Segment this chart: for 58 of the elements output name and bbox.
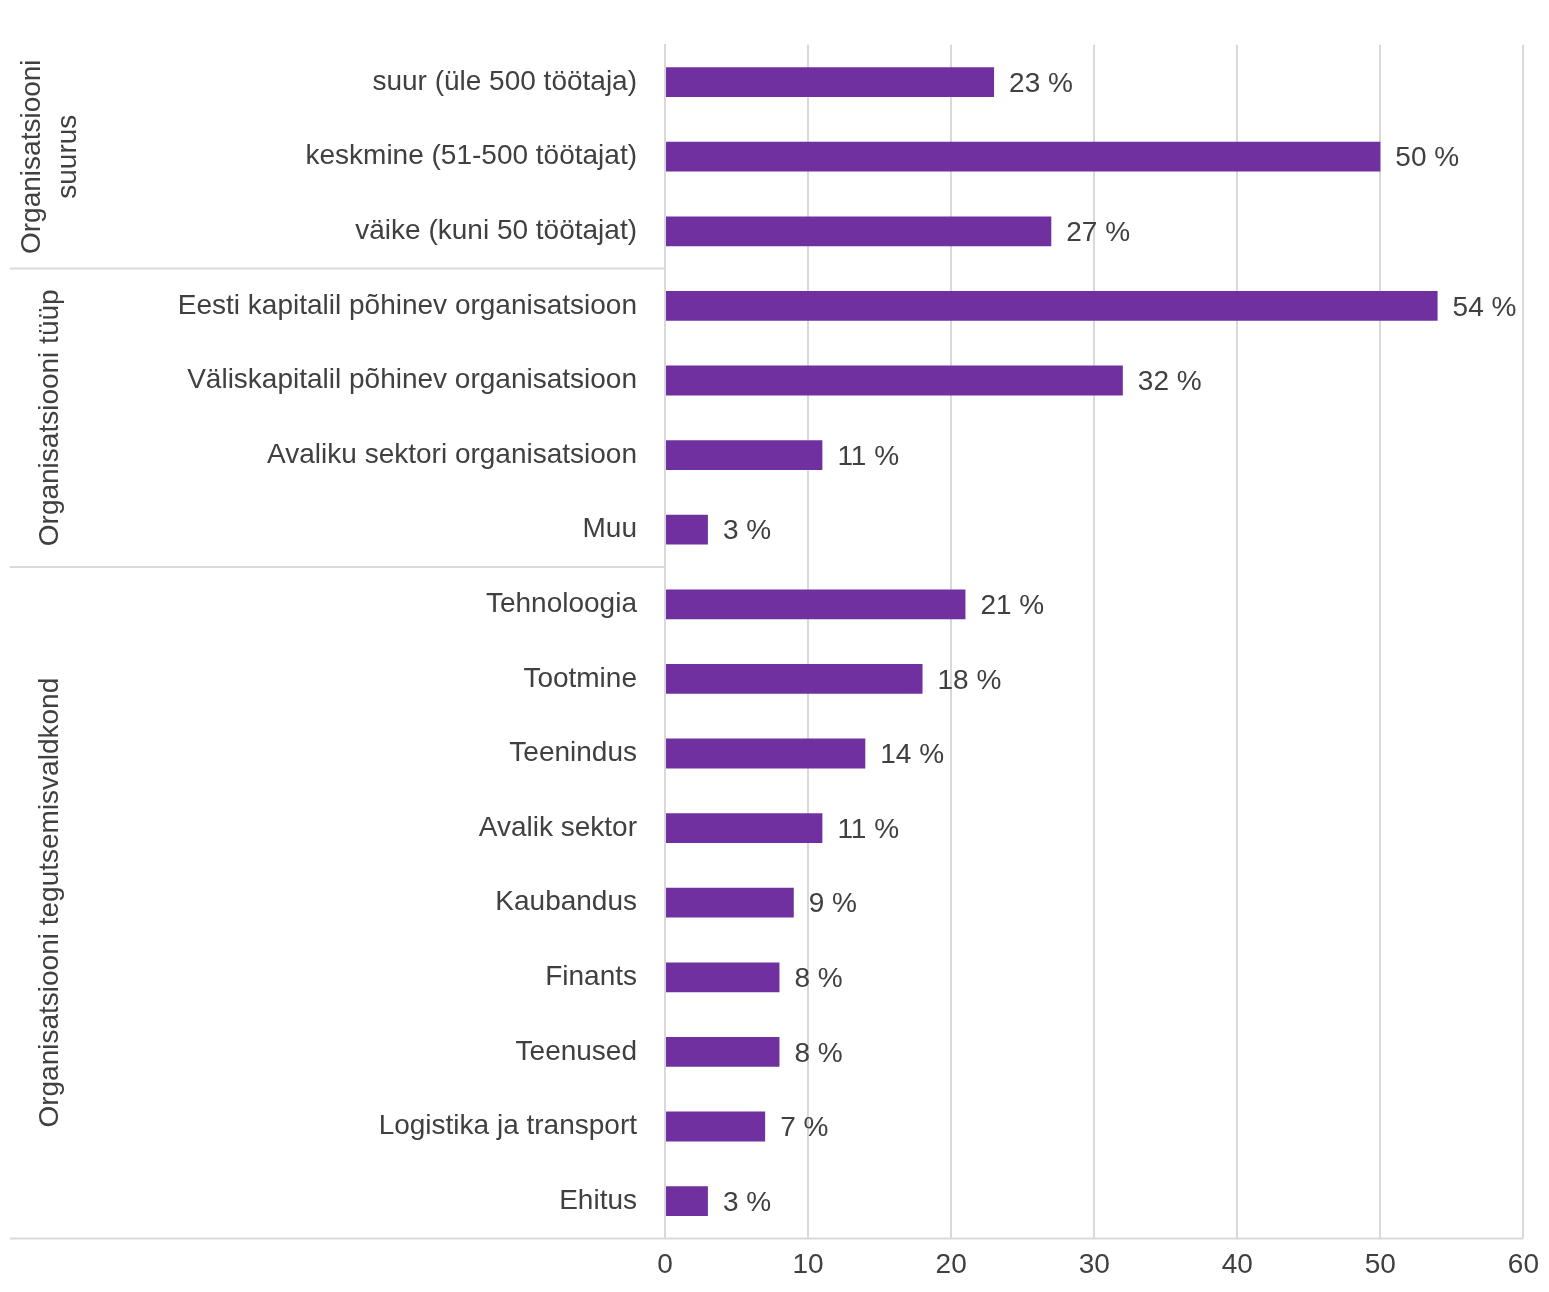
data-label: 11 % <box>837 812 900 844</box>
y-tick-label: Teenused <box>515 1034 637 1066</box>
data-label: 21 % <box>980 589 1045 621</box>
text: Organisatsiooni tüüp <box>32 289 64 547</box>
x-tick-label: 0 <box>657 1247 673 1279</box>
y-tick-label: Tehnoloogia <box>485 587 638 619</box>
y-tick-label: Eesti kapitalil põhinev organisatsioon <box>177 288 637 320</box>
bar <box>666 365 1123 396</box>
y-tick-label: Teenindus <box>509 736 637 768</box>
bar <box>666 1036 780 1067</box>
x-tick-label: 40 <box>1221 1247 1253 1279</box>
data-label: 50 % <box>1395 141 1460 173</box>
data-label: 8 % <box>794 1036 843 1068</box>
bar <box>666 887 794 918</box>
bar <box>666 738 866 769</box>
data-label: 11 % <box>837 439 900 471</box>
data-label: 32 % <box>1137 365 1202 397</box>
bar <box>666 440 823 471</box>
data-label: 3 % <box>722 1185 772 1217</box>
y-tick-label: Väliskapitalil põhinev organisatsioon <box>187 363 637 395</box>
data-label: 14 % <box>880 738 945 770</box>
bar <box>666 141 1381 172</box>
bar <box>666 514 708 545</box>
y-tick-label: Finants <box>545 960 637 992</box>
data-label: 23 % <box>1009 66 1073 98</box>
x-tick-label: 10 <box>792 1247 824 1279</box>
bar <box>666 1111 766 1142</box>
x-tick-label: 50 <box>1364 1247 1396 1279</box>
x-tick-label: 20 <box>935 1247 967 1279</box>
y-tick-label: Avalik sektor <box>478 810 637 842</box>
bar <box>666 290 1438 321</box>
y-tick-label: Kaubandus <box>495 885 637 917</box>
text: Organisatsiooni tegutsemisvaldkond <box>32 677 64 1128</box>
y-tick-label: Logistika ja transport <box>378 1109 638 1141</box>
data-label: 7 % <box>780 1111 829 1143</box>
data-label: 18 % <box>937 663 1002 695</box>
y-tick-label: Muu <box>582 512 637 544</box>
data-label: 8 % <box>794 962 843 994</box>
y-tick-label: väike (kuni 50 töötajat) <box>355 214 637 246</box>
y-tick-label: Ehitus <box>559 1183 637 1215</box>
bar <box>666 663 923 694</box>
bar <box>666 1186 708 1217</box>
data-label: 54 % <box>1452 290 1517 322</box>
bar <box>666 813 823 844</box>
y-tick-label: Tootmine <box>523 661 637 693</box>
text: Organisatsiooni suurus <box>14 59 82 254</box>
y-tick-label: Avaliku sektori organisatsioon <box>267 437 637 469</box>
bar <box>666 216 1052 247</box>
bar <box>666 589 966 620</box>
x-tick-label: 30 <box>1078 1247 1110 1279</box>
bar <box>666 67 995 98</box>
y-tick-label: keskmine (51-500 töötajat) <box>305 139 637 171</box>
x-tick-label: 60 <box>1507 1247 1540 1279</box>
data-label: 27 % <box>1066 216 1131 248</box>
bar <box>666 962 780 993</box>
y-tick-label: suur (üle 500 töötaja) <box>372 64 637 96</box>
data-label: 9 % <box>808 887 858 919</box>
data-label: 3 % <box>722 514 772 546</box>
